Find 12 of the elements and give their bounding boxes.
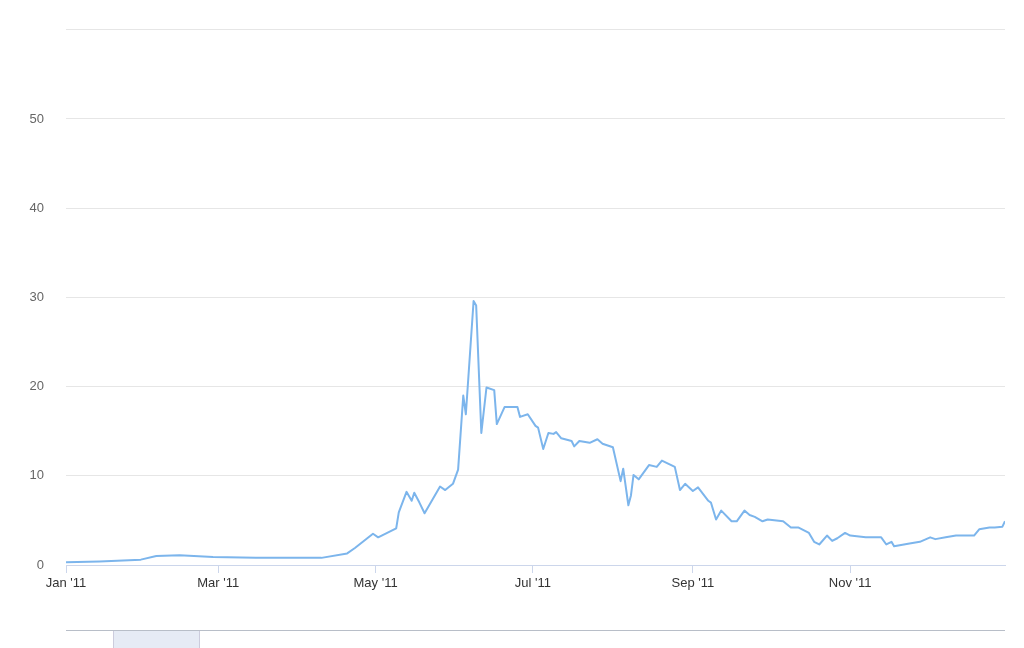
y-tick-label: 20 — [29, 378, 44, 394]
x-tick-label: May '11 — [353, 575, 398, 591]
y-tick-label: 0 — [36, 556, 44, 572]
x-tick-label: Jan '11 — [45, 575, 87, 591]
x-tick-label: Jul '11 — [514, 575, 552, 591]
y-tick-label: 50 — [29, 110, 44, 126]
x-tick-label: Sep '11 — [671, 575, 715, 591]
y-tick-label: 30 — [29, 288, 44, 304]
x-tick-label: Nov '11 — [828, 575, 872, 591]
y-tick-label: 40 — [29, 199, 44, 215]
y-tick-label: 10 — [29, 467, 44, 483]
x-tick-label: Mar '11 — [197, 575, 240, 591]
